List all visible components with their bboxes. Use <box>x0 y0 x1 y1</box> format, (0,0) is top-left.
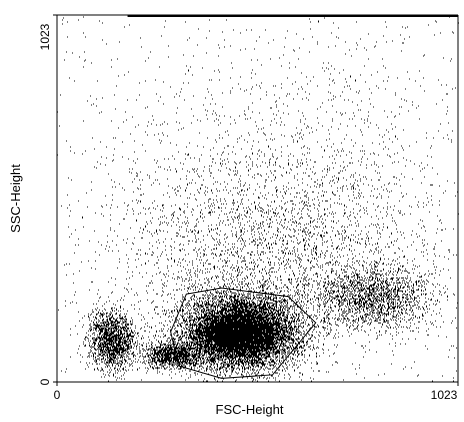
y-tick-label-min: 0 <box>38 378 52 385</box>
y-tick-label-max: 1023 <box>38 23 52 50</box>
population-core <box>174 299 299 379</box>
population-upper-scatter <box>67 15 459 372</box>
data-points <box>57 15 459 383</box>
population-background <box>57 15 459 382</box>
x-tick-label-max: 1023 <box>431 388 458 402</box>
gate-polygon <box>170 287 317 379</box>
axes <box>53 14 459 386</box>
x-axis-title: FSC-Height <box>216 402 284 417</box>
off-scale-band <box>127 15 458 17</box>
population-spread <box>61 51 458 383</box>
y-axis-title: SSC-Height <box>8 164 23 233</box>
population-left-low <box>70 291 147 382</box>
population-right-cluster <box>280 251 457 356</box>
x-tick-label-min: 0 <box>54 388 61 402</box>
